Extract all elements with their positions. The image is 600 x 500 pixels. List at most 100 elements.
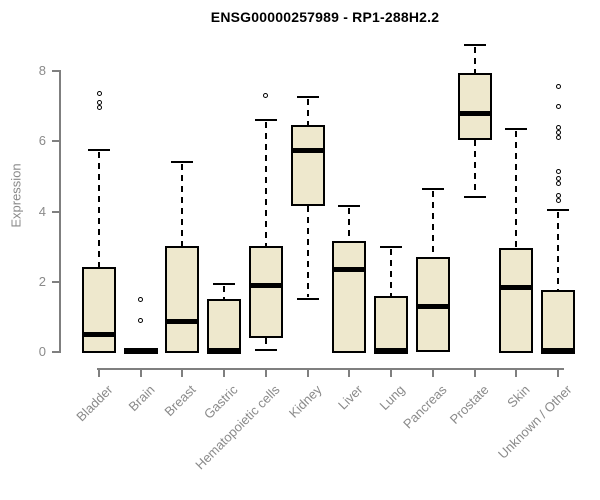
- x-axis-line: [97, 368, 564, 370]
- upper-whisker-cap-liver: [338, 205, 361, 208]
- outlier-point-bladder: [96, 100, 102, 106]
- box-bladder: [82, 267, 116, 354]
- outlier-point-unknown-other: [555, 193, 561, 199]
- x-tick-mark: [181, 368, 184, 377]
- upper-whisker-cap-skin: [505, 127, 528, 130]
- x-tick-label-prostate: Prostate: [446, 382, 492, 427]
- upper-whisker-prostate: [473, 46, 476, 73]
- x-tick-label-bladder: Bladder: [73, 382, 116, 425]
- outlier-point-unknown-other: [555, 124, 561, 130]
- outlier-point-brain: [138, 317, 144, 323]
- x-tick-mark: [557, 368, 560, 377]
- median-line-hematopoietic-cells: [248, 282, 283, 288]
- x-tick-label-liver: Liver: [335, 382, 366, 413]
- outlier-point-unknown-other: [555, 84, 561, 90]
- box-hematopoietic-cells: [248, 246, 283, 339]
- outlier-point-hematopoietic-cells: [263, 93, 269, 99]
- x-tick-label-skin: Skin: [504, 382, 533, 411]
- box-lung: [374, 295, 409, 354]
- y-tick-mark: [52, 70, 60, 72]
- x-tick-label-pancreas: Pancreas: [399, 382, 450, 432]
- upper-whisker-pancreas: [431, 190, 434, 257]
- upper-whisker-hematopoietic-cells: [264, 122, 267, 247]
- outlier-point-bladder: [96, 91, 102, 97]
- y-axis-label: Expression: [8, 163, 24, 228]
- upper-whisker-cap-unknown-other: [547, 208, 570, 211]
- x-tick-label-unknown-other: Unknown / Other: [495, 382, 575, 462]
- upper-whisker-kidney: [306, 99, 309, 126]
- upper-whisker-cap-kidney: [296, 96, 319, 99]
- upper-whisker-cap-gastric: [213, 282, 236, 285]
- outlier-point-bladder: [96, 105, 102, 111]
- x-tick-label-gastric: Gastric: [201, 382, 241, 422]
- outlier-point-unknown-other: [555, 129, 561, 135]
- x-tick-label-lung: Lung: [376, 382, 408, 414]
- y-tick-label: 8: [38, 63, 46, 78]
- upper-whisker-cap-prostate: [463, 43, 486, 46]
- lower-whisker-cap-hematopoietic-cells: [254, 349, 277, 352]
- y-tick-mark: [52, 280, 60, 283]
- median-line-bladder: [82, 331, 116, 337]
- median-line-unknown-other: [541, 347, 576, 353]
- median-line-gastric: [207, 347, 242, 353]
- outlier-point-unknown-other: [555, 168, 561, 174]
- box-unknown-other: [541, 290, 576, 354]
- lower-whisker-hematopoietic-cells: [264, 338, 267, 349]
- x-tick-label-kidney: Kidney: [285, 382, 325, 421]
- median-line-skin: [499, 284, 534, 290]
- median-line-kidney: [290, 147, 325, 153]
- outlier-point-unknown-other: [555, 103, 561, 109]
- upper-whisker-gastric: [223, 285, 226, 300]
- upper-whisker-cap-pancreas: [421, 187, 444, 190]
- x-tick-mark: [98, 368, 100, 377]
- upper-whisker-bladder: [98, 152, 100, 268]
- y-tick-label: 2: [38, 273, 46, 289]
- outlier-point-unknown-other: [555, 180, 561, 186]
- median-line-lung: [374, 347, 409, 353]
- x-tick-label-breast: Breast: [161, 382, 200, 420]
- median-line-brain: [123, 348, 158, 354]
- lower-whisker-cap-kidney: [296, 298, 319, 301]
- median-line-breast: [165, 318, 200, 324]
- y-tick-label: 0: [38, 344, 46, 359]
- y-tick-label: 6: [38, 133, 46, 149]
- upper-whisker-cap-hematopoietic-cells: [254, 119, 277, 122]
- y-tick-mark: [52, 351, 60, 353]
- x-tick-mark: [306, 368, 309, 377]
- box-liver: [332, 241, 367, 354]
- box-skin: [499, 248, 534, 354]
- chart-title: ENSG00000257989 - RP1-288H2.2: [210, 9, 440, 25]
- box-prostate: [457, 72, 492, 140]
- x-tick-mark: [515, 368, 518, 377]
- upper-whisker-liver: [348, 208, 351, 242]
- outlier-point-unknown-other: [555, 135, 561, 141]
- y-tick-label: 4: [38, 203, 46, 219]
- median-line-liver: [332, 266, 367, 272]
- y-tick-mark: [52, 210, 60, 213]
- upper-whisker-breast: [181, 164, 184, 247]
- outlier-point-unknown-other: [555, 198, 561, 204]
- outlier-point-brain: [138, 296, 144, 302]
- x-tick-mark: [348, 368, 351, 377]
- upper-whisker-skin: [515, 130, 518, 249]
- lower-whisker-prostate: [473, 139, 476, 196]
- median-line-prostate: [457, 110, 492, 116]
- lower-whisker-cap-prostate: [463, 196, 486, 199]
- box-breast: [165, 246, 200, 354]
- box-gastric: [207, 299, 242, 354]
- x-tick-label-brain: Brain: [125, 382, 158, 415]
- x-tick-mark: [390, 368, 393, 377]
- upper-whisker-cap-bladder: [88, 149, 110, 152]
- box-kidney: [290, 125, 325, 207]
- x-tick-mark: [223, 368, 226, 377]
- x-tick-mark: [139, 368, 142, 377]
- upper-whisker-lung: [390, 248, 393, 296]
- outlier-point-unknown-other: [555, 175, 561, 181]
- x-tick-mark: [473, 368, 476, 377]
- y-axis-line: [59, 70, 61, 353]
- lower-whisker-kidney: [306, 206, 309, 298]
- upper-whisker-cap-lung: [380, 245, 403, 248]
- x-tick-mark: [431, 368, 434, 377]
- upper-whisker-unknown-other: [557, 211, 560, 291]
